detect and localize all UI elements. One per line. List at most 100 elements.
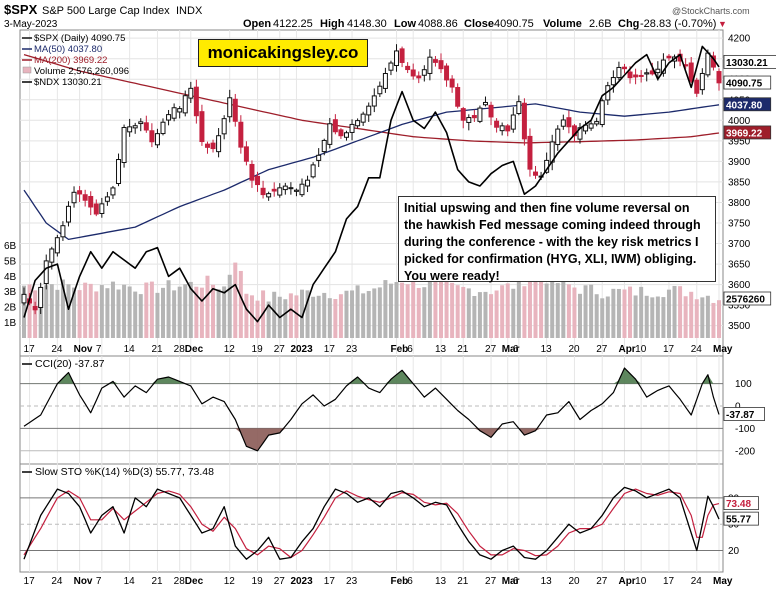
volume-bar [550, 273, 555, 338]
volume-bar [355, 285, 360, 338]
date-tick-label: Nov [74, 344, 93, 355]
close-label: Close [464, 18, 494, 30]
volume-bar [505, 283, 510, 338]
date-tick-label: Apr [618, 344, 635, 355]
volume-bar [216, 289, 221, 338]
date-tick-label: 2023 [290, 576, 313, 587]
candle-body [599, 100, 605, 126]
date-tick-label: 23 [346, 576, 358, 587]
sto-k-value-tag-box [723, 511, 759, 526]
volume-bar [678, 286, 683, 338]
candle-body [54, 237, 60, 254]
price-tick-label: 3900 [728, 157, 751, 168]
open-value: 4122.25 [273, 18, 313, 30]
cci-tick-label: 100 [735, 379, 752, 390]
volume-bar [227, 274, 232, 338]
candle-body [560, 119, 566, 127]
date-tick-label: 20 [568, 576, 580, 587]
candle-body [243, 146, 249, 162]
sto-k-line [23, 486, 720, 560]
volume-bar [333, 299, 338, 338]
exchange: INDX [176, 5, 203, 17]
volume-bar [527, 278, 532, 338]
change-label: Chg [618, 18, 639, 30]
volume-bar [711, 302, 716, 338]
volume-bar [211, 284, 216, 338]
candle-body [104, 196, 110, 202]
candle-body [82, 194, 88, 201]
volume-bar [489, 294, 494, 338]
volume-bar [650, 297, 655, 338]
volume-bar [572, 287, 577, 338]
volume-bar [672, 285, 677, 338]
candle-body [521, 102, 527, 140]
candle-body [460, 108, 466, 121]
date-tick-label: 17 [24, 344, 36, 355]
candle-body [516, 101, 522, 115]
volume-bar [616, 288, 621, 338]
volume-bar [77, 290, 82, 338]
price-tick-label: 3750 [728, 218, 751, 229]
candle-body [377, 85, 383, 95]
volume-bar [327, 298, 332, 338]
date-tick-label: 20 [568, 344, 580, 355]
price-tick-label: 3650 [728, 260, 751, 271]
price-candles [21, 44, 722, 315]
date-tick-label: 21 [151, 576, 163, 587]
candle-body [633, 74, 639, 78]
volume-bar [299, 289, 305, 338]
volume-bar [350, 290, 355, 338]
date-tick-label: Nov [74, 576, 93, 587]
candle-body [366, 105, 372, 116]
price-value-tag-box [723, 97, 772, 112]
close-value: 4090.75 [494, 18, 534, 30]
volume-bar [483, 291, 488, 338]
date-tick-label: 10 [635, 344, 647, 355]
volume-bar [655, 296, 660, 338]
candle-body [93, 203, 99, 215]
cci-line [23, 367, 720, 452]
volume-bar [55, 289, 60, 338]
candle-body [332, 119, 338, 133]
candle-body [343, 132, 349, 138]
price-tick-label: 4000 [728, 116, 751, 127]
volume-bar [450, 282, 455, 338]
volume-bar [611, 288, 616, 338]
date-tick-label: 27 [485, 344, 497, 355]
candle-body [499, 125, 505, 132]
price-value-tag: 3969.22 [726, 128, 763, 139]
date-tick-label: 10 [635, 576, 647, 587]
sto-d-value-tag-box [723, 496, 759, 511]
volume-bar [700, 297, 705, 338]
date-tick-label: 2023 [290, 344, 313, 355]
volume-bar [116, 289, 121, 338]
candle-body [77, 190, 83, 195]
date-tick-label: May [713, 576, 733, 587]
candle-body [416, 75, 422, 79]
ma200-line [23, 53, 720, 144]
volume-bar [288, 293, 293, 338]
volume-bar [539, 276, 544, 338]
volume-bar [577, 293, 583, 338]
cci-value-tag: -37.87 [726, 410, 755, 421]
date-tick-label: Dec [185, 576, 204, 587]
volume-bar [27, 284, 32, 338]
cci-title: CCI(20) -37.87 [35, 358, 105, 370]
date-tick-label: 27 [596, 576, 608, 587]
volume-bar [99, 285, 104, 338]
candle-body [116, 159, 122, 185]
volume-tick-label: 4B [4, 272, 17, 283]
candle-body [360, 113, 366, 123]
candle-body [471, 115, 477, 119]
candle-body [110, 187, 116, 196]
candle-body [510, 114, 516, 130]
price-tick-label: 3500 [728, 321, 751, 332]
volume-bar [683, 296, 688, 338]
volume-bar [249, 295, 254, 338]
volume-bar [716, 300, 722, 338]
candle-body [527, 135, 533, 170]
legend-ma50: MA(50) 4037.80 [34, 44, 102, 55]
volume-bar [566, 284, 571, 338]
candle-body [177, 108, 183, 113]
